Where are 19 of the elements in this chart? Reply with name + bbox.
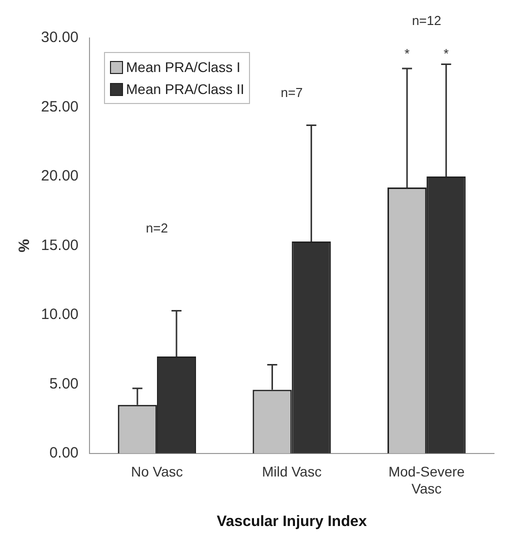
- annotation: *: [404, 46, 410, 62]
- y-tick-label: 20.00: [40, 168, 79, 185]
- y-tick-label: 10.00: [40, 306, 79, 324]
- y-tick-label: 25.00: [40, 98, 79, 116]
- annotation: n=2: [146, 220, 168, 236]
- annotation: *: [444, 46, 449, 62]
- y-tick-label: 30.00: [40, 29, 79, 46]
- x-tick-label: Mild Vasc: [262, 464, 322, 480]
- x-tick-label: No Vasc: [131, 464, 183, 480]
- text: n=12: [412, 12, 442, 28]
- y-axis-title: %: [16, 239, 34, 252]
- legend-label: Mean PRA/Class I: [126, 58, 240, 77]
- x-axis-title: Vascular Injury Index: [216, 513, 368, 530]
- annotation: n=7: [280, 84, 303, 100]
- y-tick-label: 5.00: [49, 375, 79, 392]
- legend-label: Mean PRA/Class II: [126, 80, 244, 99]
- x-tick-label: Mod-Severe Vasc: [388, 464, 465, 496]
- y-tick-label: 15.00: [40, 236, 79, 254]
- y-tick-label: 0.00: [49, 444, 79, 462]
